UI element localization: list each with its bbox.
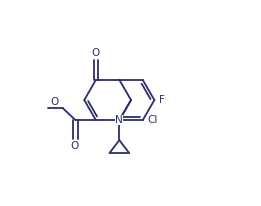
Text: F: F: [159, 95, 165, 105]
Text: O: O: [51, 97, 59, 107]
Text: N: N: [115, 115, 123, 125]
Text: O: O: [70, 141, 79, 151]
Text: Cl: Cl: [147, 115, 158, 125]
Text: O: O: [92, 48, 100, 58]
